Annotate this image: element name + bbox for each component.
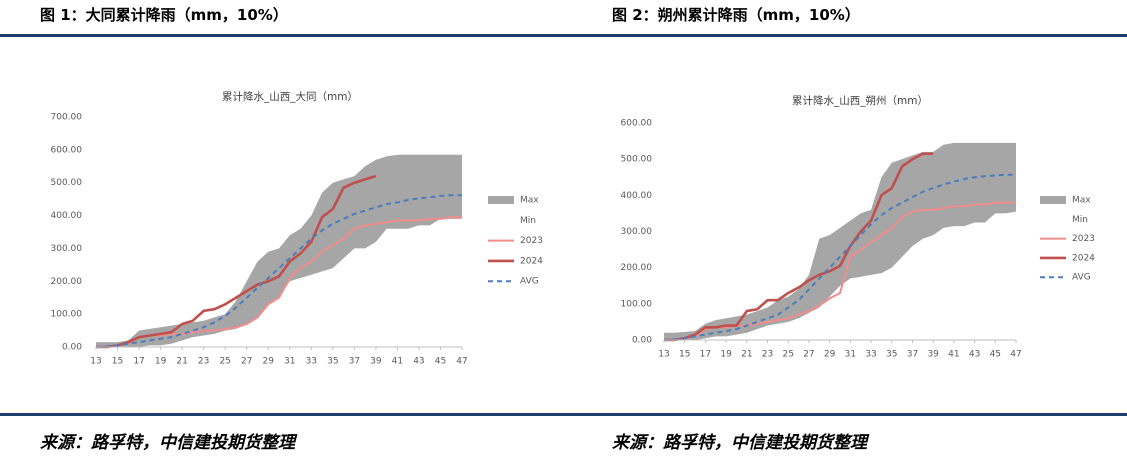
legend-label: 2024 bbox=[520, 256, 543, 266]
x-tick-label: 45 bbox=[435, 357, 446, 367]
x-tick-label: 17 bbox=[133, 357, 144, 367]
x-tick-label: 39 bbox=[370, 357, 382, 367]
x-tick-label: 41 bbox=[948, 350, 959, 360]
line bbox=[96, 174, 377, 349]
x-tick-label: 27 bbox=[803, 350, 814, 360]
x-tick-label: 31 bbox=[845, 350, 856, 360]
x-tick-label: 37 bbox=[349, 357, 360, 367]
x-tick-label: 43 bbox=[969, 350, 980, 360]
line bbox=[663, 173, 1016, 341]
y-tick-label: 400.00 bbox=[51, 211, 83, 221]
y-tick-label: 500.00 bbox=[51, 178, 83, 188]
legend-swatch bbox=[488, 216, 514, 225]
top-rule bbox=[0, 34, 1127, 37]
x-tick-label: 21 bbox=[176, 357, 187, 367]
x-tick-label: 41 bbox=[392, 357, 403, 367]
legend-label: 2023 bbox=[1072, 234, 1095, 244]
x-tick-label: 27 bbox=[241, 357, 252, 367]
y-tick-label: 100.00 bbox=[621, 299, 653, 309]
x-tick-label: 33 bbox=[865, 350, 876, 360]
x-tick-label: 25 bbox=[783, 350, 794, 360]
x-tick-label: 23 bbox=[762, 350, 773, 360]
legend-label: Min bbox=[520, 216, 536, 226]
legend-label: 2024 bbox=[1072, 253, 1095, 263]
y-tick-label: 100.00 bbox=[51, 310, 83, 320]
area bbox=[664, 211, 1016, 340]
legend-label: Min bbox=[1072, 215, 1088, 225]
x-tick-label: 35 bbox=[886, 350, 897, 360]
x-tick-label: 13 bbox=[90, 357, 101, 367]
legend-label: AVG bbox=[1072, 273, 1091, 283]
x-tick-label: 15 bbox=[112, 357, 123, 367]
y-tick-label: 0.00 bbox=[632, 336, 652, 346]
y-tick-label: 500.00 bbox=[621, 155, 653, 165]
y-tick-label: 300.00 bbox=[51, 244, 83, 254]
x-tick-label: 25 bbox=[219, 357, 230, 367]
bottom-rule bbox=[0, 413, 1127, 416]
figure-caption: 图 2：朔州累计降雨（mm，10%） bbox=[612, 6, 860, 24]
figure-caption: 图 1：大同累计降雨（mm，10%） bbox=[40, 6, 288, 24]
chart-title: 累计降水_山西_朔州（mm） bbox=[792, 94, 928, 107]
x-tick-label: 37 bbox=[907, 350, 918, 360]
x-tick-label: 35 bbox=[327, 357, 338, 367]
legend-label: AVG bbox=[520, 277, 539, 287]
y-tick-label: 700.00 bbox=[51, 113, 83, 123]
x-tick-label: 45 bbox=[990, 350, 1001, 360]
y-tick-label: 400.00 bbox=[621, 191, 653, 201]
chart-title: 累计降水_山西_大同（mm） bbox=[222, 90, 358, 103]
legend-swatch bbox=[1040, 196, 1066, 204]
y-tick-label: 600.00 bbox=[621, 119, 653, 129]
source-note: 来源：路孚特，中信建投期货整理 bbox=[612, 433, 867, 453]
area bbox=[96, 218, 462, 347]
x-tick-label: 29 bbox=[263, 357, 275, 367]
x-tick-label: 29 bbox=[824, 350, 836, 360]
legend-label: Max bbox=[520, 196, 539, 206]
x-tick-label: 31 bbox=[284, 357, 295, 367]
x-tick-label: 33 bbox=[306, 357, 317, 367]
x-tick-label: 17 bbox=[700, 350, 711, 360]
legend-label: Max bbox=[1072, 196, 1091, 206]
x-tick-label: 19 bbox=[155, 357, 167, 367]
y-tick-label: 200.00 bbox=[51, 277, 83, 287]
x-tick-label: 13 bbox=[658, 350, 669, 360]
x-tick-label: 39 bbox=[927, 350, 939, 360]
legend-swatch bbox=[488, 196, 514, 204]
legend-swatch bbox=[1040, 215, 1066, 224]
x-tick-label: 19 bbox=[720, 350, 732, 360]
y-tick-label: 200.00 bbox=[621, 263, 653, 273]
legend-label: 2023 bbox=[520, 236, 543, 246]
x-tick-label: 23 bbox=[198, 357, 209, 367]
x-tick-label: 47 bbox=[1010, 350, 1021, 360]
x-tick-label: 21 bbox=[741, 350, 752, 360]
line bbox=[664, 152, 934, 342]
y-tick-label: 300.00 bbox=[621, 227, 653, 237]
x-tick-label: 43 bbox=[413, 357, 424, 367]
source-note: 来源：路孚特，中信建投期货整理 bbox=[40, 433, 295, 453]
x-tick-label: 47 bbox=[456, 357, 467, 367]
y-tick-label: 0.00 bbox=[62, 343, 82, 353]
y-tick-label: 600.00 bbox=[51, 145, 83, 155]
x-tick-label: 15 bbox=[679, 350, 690, 360]
